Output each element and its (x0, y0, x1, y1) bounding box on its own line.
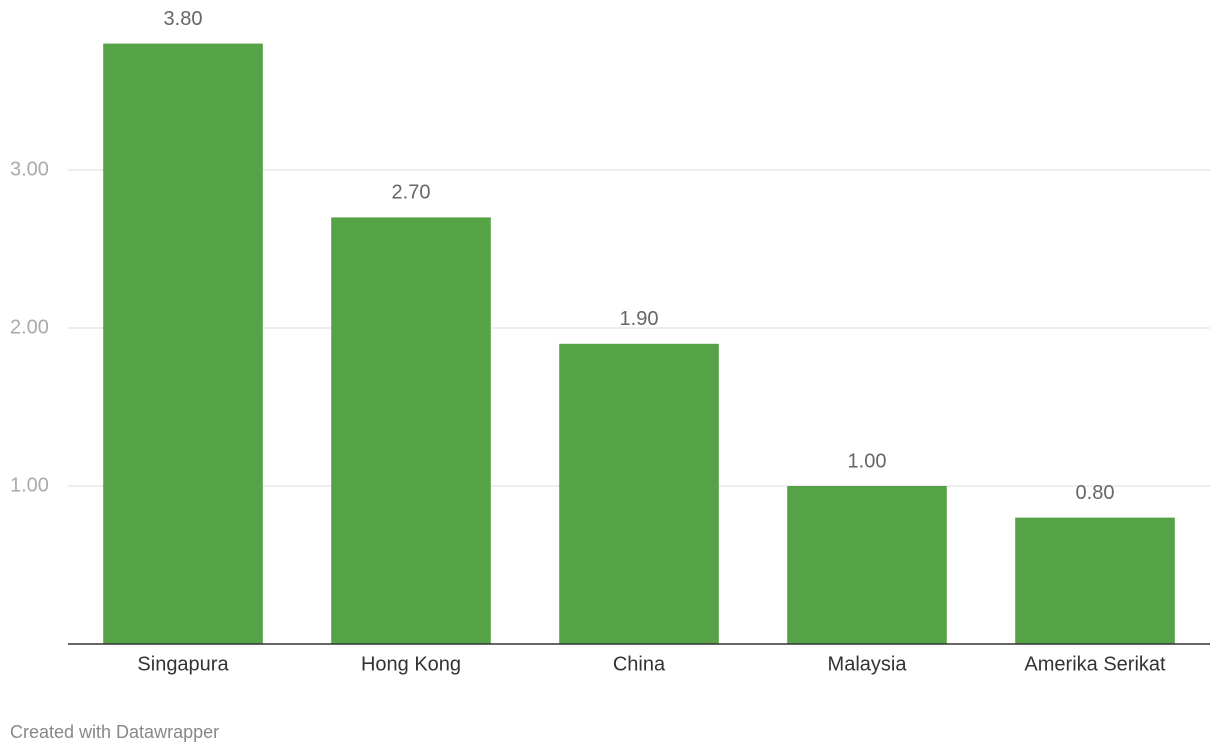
bar (1015, 517, 1175, 644)
y-tick-label: 3.00 (10, 158, 49, 180)
y-tick-label: 1.00 (10, 474, 49, 496)
bar (103, 43, 263, 645)
x-tick-label: Hong Kong (361, 653, 461, 675)
value-label: 1.00 (848, 450, 887, 472)
x-tick-label: China (613, 653, 666, 675)
bar (331, 217, 491, 644)
x-tick-label: Amerika Serikat (1024, 653, 1166, 675)
credit: Created with Datawrapper (10, 722, 219, 742)
value-label: 0.80 (1076, 482, 1115, 504)
value-label: 1.90 (620, 308, 659, 330)
x-tick-label: Malaysia (828, 653, 908, 675)
value-label: 2.70 (392, 182, 431, 204)
bar (787, 486, 947, 644)
y-tick-label: 2.00 (10, 316, 49, 338)
x-tick-label: Singapura (137, 653, 229, 675)
value-label: 3.80 (164, 8, 203, 30)
bar (559, 343, 719, 644)
